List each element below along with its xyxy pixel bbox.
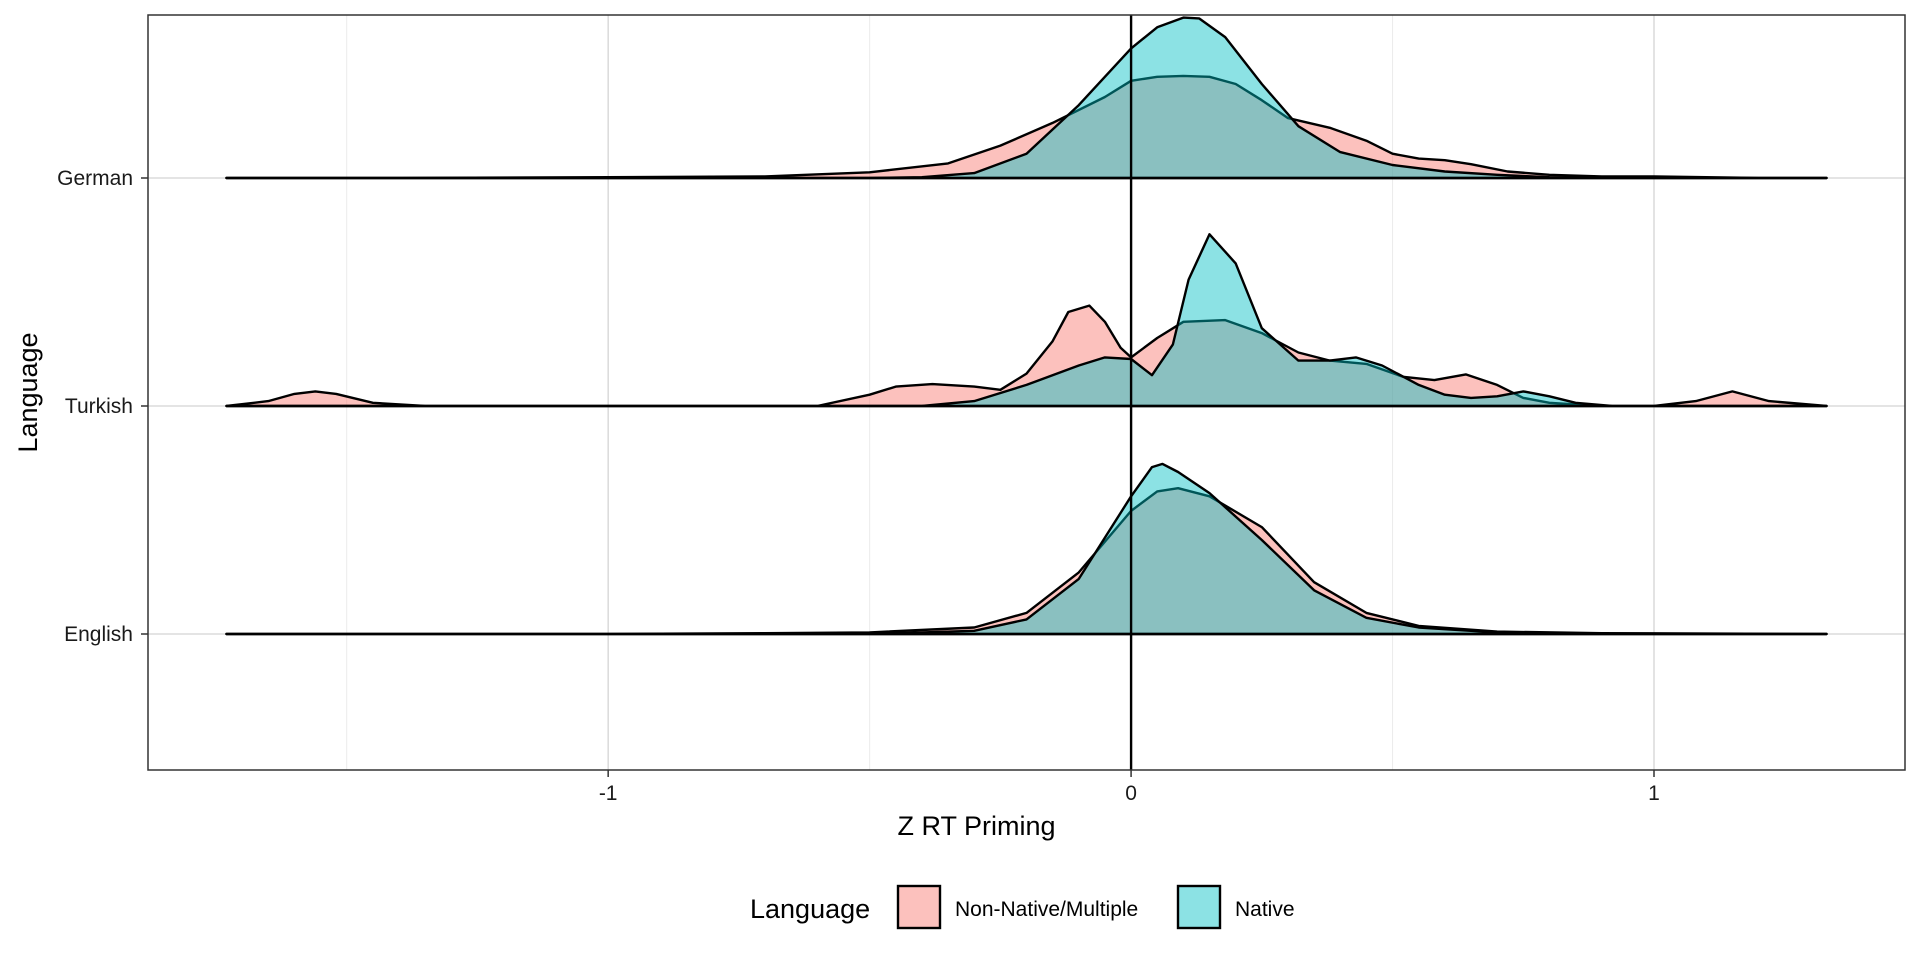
x-tick-label: -1: [599, 782, 618, 805]
axes: -1 0 1 German Turkish English: [57, 167, 1660, 805]
y-tick-label: English: [64, 623, 133, 646]
legend-key: [1176, 884, 1222, 930]
y-tick-label: German: [57, 167, 133, 190]
x-axis-title: Z RT Priming: [897, 811, 1055, 841]
legend-label: Native: [1235, 898, 1295, 921]
legend-items: Non-Native/Multiple Native: [896, 884, 1295, 930]
x-tick-label: 0: [1125, 782, 1137, 805]
x-tick-label: 1: [1648, 782, 1660, 805]
ridge-german-non-native-multiple: [225, 74, 1828, 180]
ridge-turkish-native: [225, 233, 1828, 408]
panel-border: [147, 14, 1906, 771]
legend: Language Non-Native/Multiple Native: [750, 884, 1295, 930]
y-axis-title: Language: [13, 332, 43, 452]
legend-key: [896, 884, 942, 930]
legend-label: Non-Native/Multiple: [955, 898, 1138, 921]
ridge-english-native: [225, 462, 1828, 636]
y-tick-label: Turkish: [65, 395, 133, 418]
density-ridges: [225, 16, 1828, 636]
ridge-german-native: [225, 16, 1828, 180]
legend-title: Language: [750, 894, 870, 924]
